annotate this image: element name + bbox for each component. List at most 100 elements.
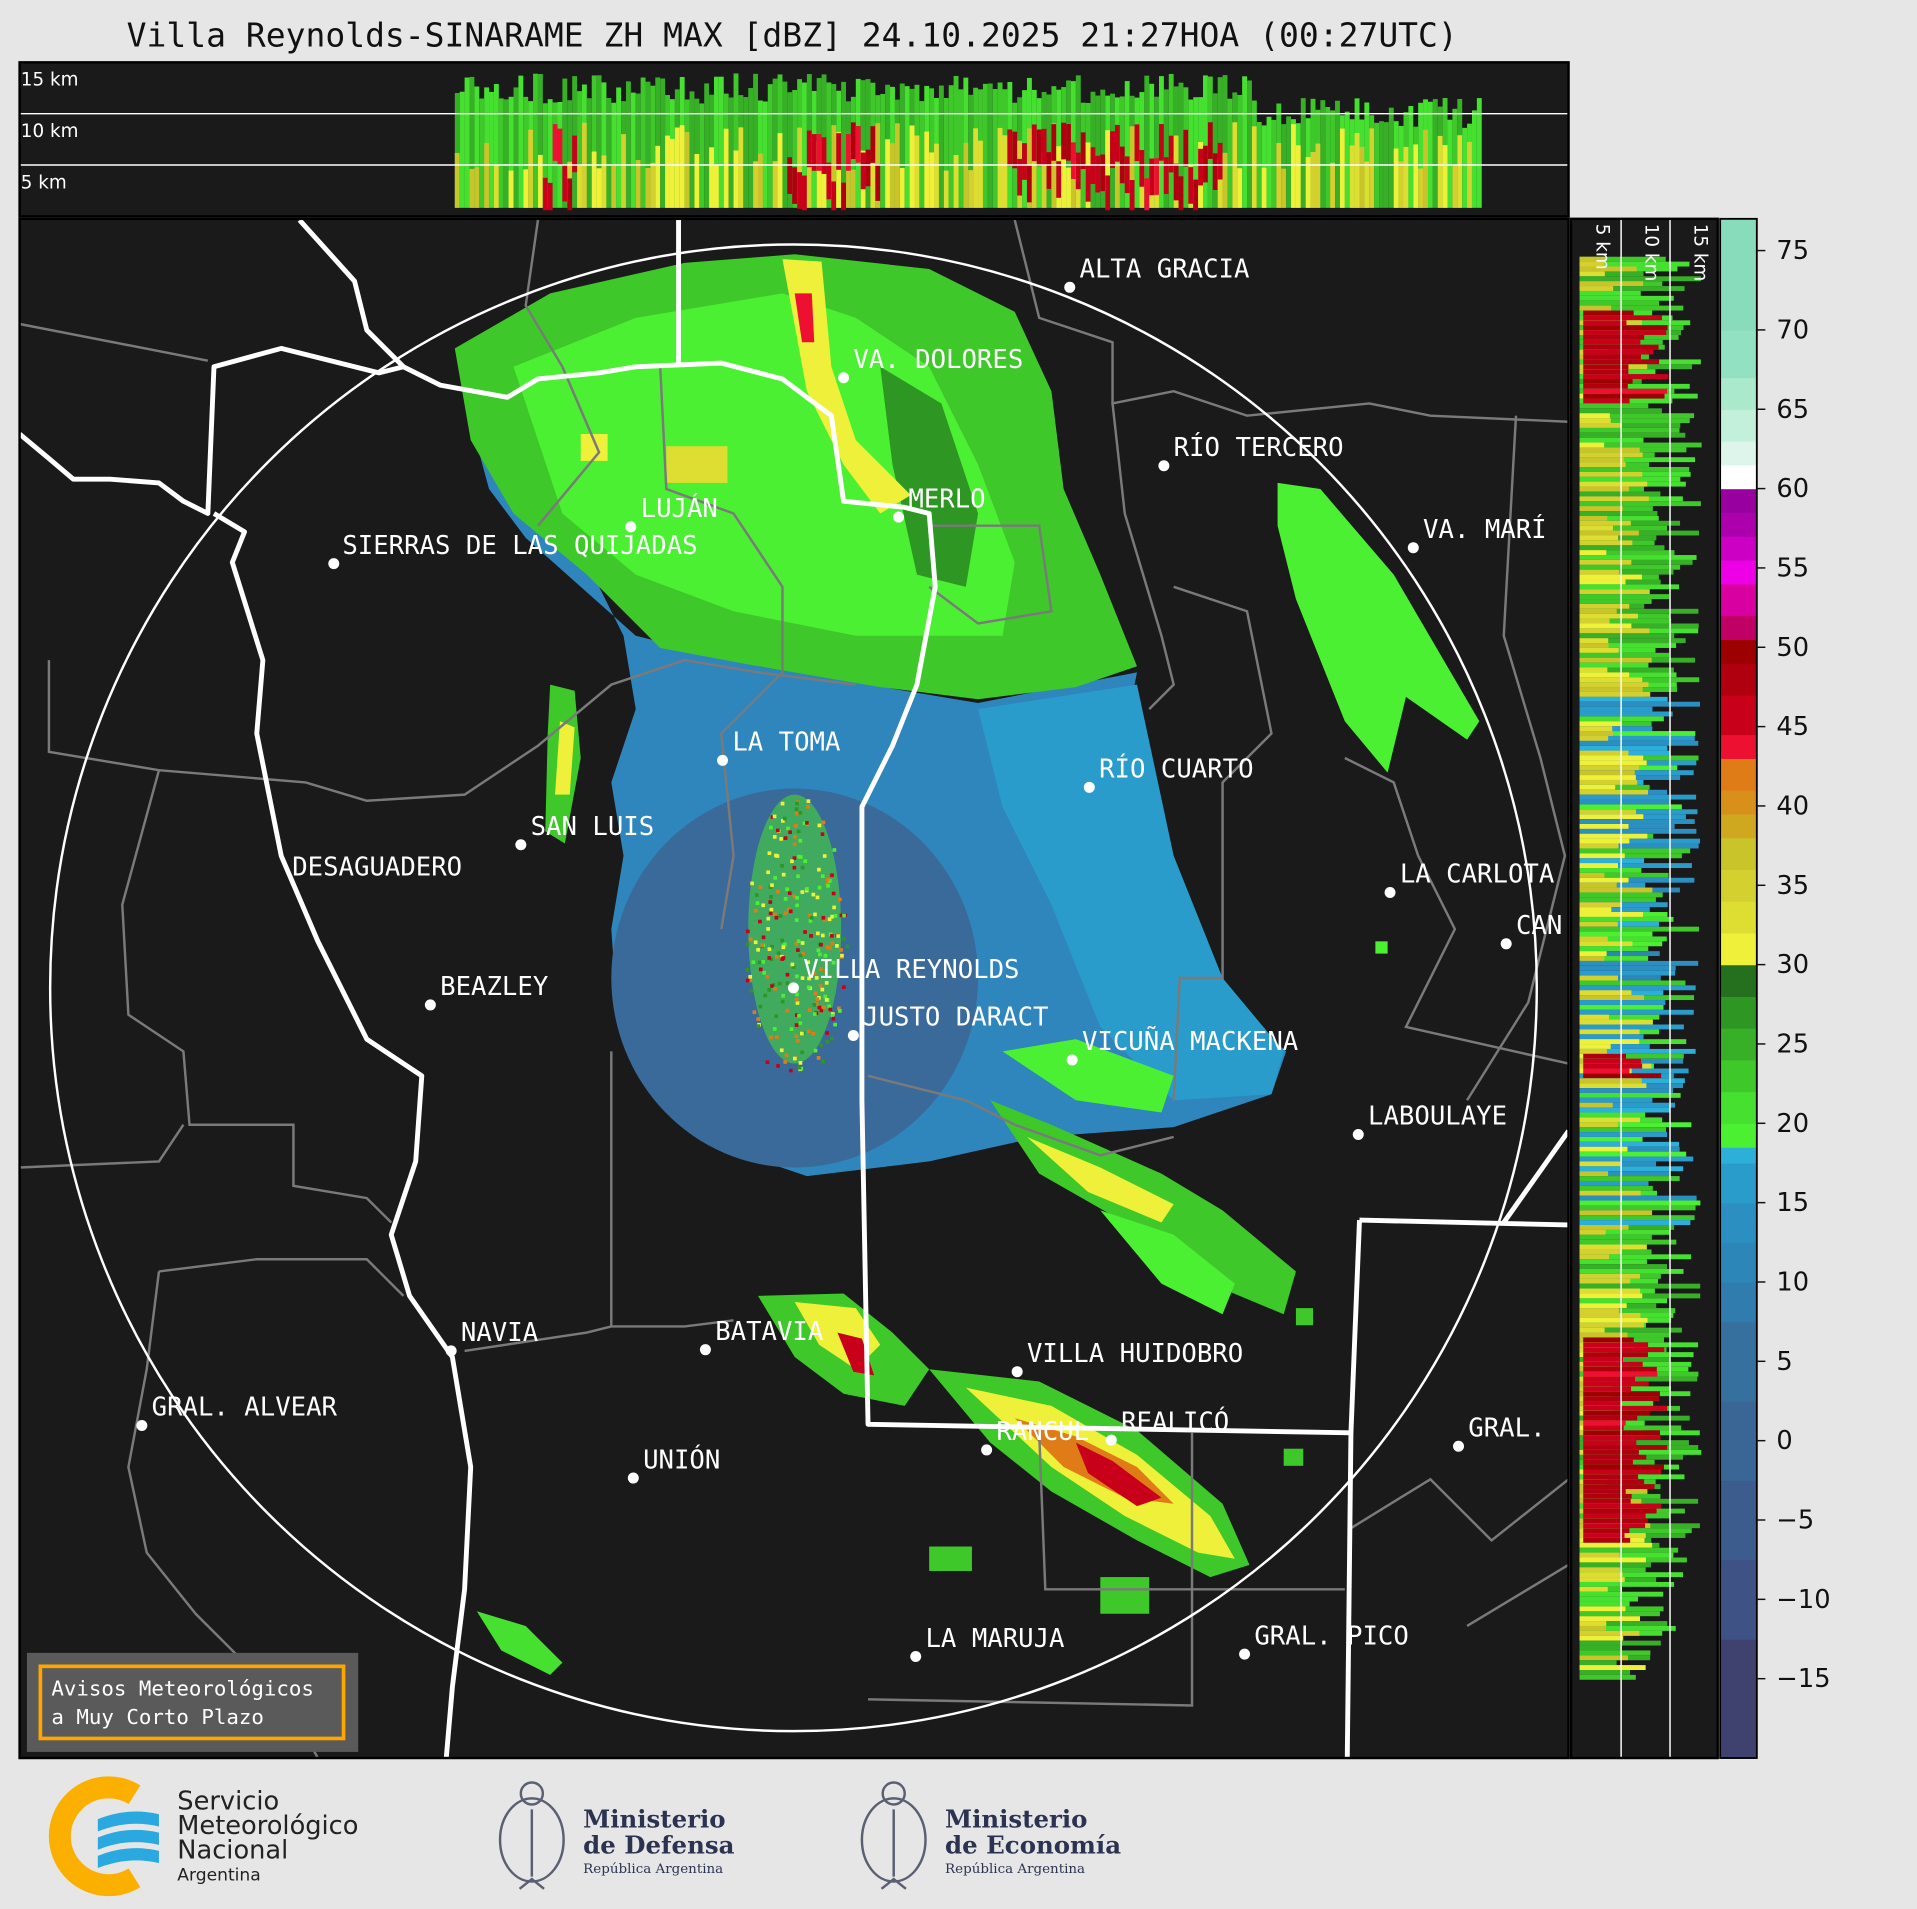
city-dot-icon xyxy=(1500,938,1512,950)
colorbar-band xyxy=(1720,1321,1757,1402)
colorbar-band xyxy=(1720,464,1757,490)
city-label: RANCUL xyxy=(996,1417,1089,1447)
colorbar-tick-label: 10 xyxy=(1776,1268,1809,1298)
height-label-5km-side: 5 km xyxy=(1592,224,1613,270)
defensa-line-2: de Defensa xyxy=(583,1830,734,1859)
smn-line-3: Nacional xyxy=(177,1835,288,1865)
city-label: SAN LUIS xyxy=(531,812,655,842)
colorbar-band xyxy=(1720,1480,1757,1561)
city-label: DESAGUADERO xyxy=(292,852,462,882)
city-label: BATAVIA xyxy=(715,1317,823,1347)
city-label: VA. MARÍ xyxy=(1423,513,1547,545)
city-dot-icon xyxy=(910,1651,922,1663)
city-marker: JUSTO DARACT xyxy=(847,1003,1049,1041)
city-marker: RÍO TERCERO xyxy=(1158,431,1344,472)
city-label: GRAL. PICO xyxy=(1254,1621,1408,1651)
colorbar-band xyxy=(1720,559,1757,585)
city-dot-icon xyxy=(847,1029,859,1041)
city-marker: REALICÓ xyxy=(1105,1405,1229,1446)
colorbar-tick-label: 70 xyxy=(1776,315,1809,345)
colorbar-band xyxy=(1720,1559,1757,1640)
province-borders xyxy=(19,218,1569,1759)
department-borders xyxy=(19,219,1569,1759)
economia-line-3: República Argentina xyxy=(945,1862,1085,1877)
colorbar-band xyxy=(1720,790,1757,815)
colorbar-band xyxy=(1720,377,1757,410)
city-label: GRAL. ALVEAR xyxy=(152,1393,338,1423)
colorbar-band xyxy=(1720,639,1757,664)
colorbar-band xyxy=(1720,1059,1757,1093)
page-title: Villa Reynolds-SINARAME ZH MAX [dBZ] 24.… xyxy=(127,15,1458,54)
height-label-15km-side: 15 km xyxy=(1689,224,1710,282)
defensa-logo: Ministerio de Defensa República Argentin… xyxy=(498,1781,735,1890)
economia-line-2: de Economía xyxy=(945,1830,1121,1859)
city-label: LA TOMA xyxy=(732,728,840,758)
colorbar-band xyxy=(1720,536,1757,561)
colorbar-band xyxy=(1720,583,1757,617)
range-ring xyxy=(48,243,1538,1733)
colorbar-band xyxy=(1720,615,1757,640)
city-dot-icon xyxy=(717,754,729,766)
city-dot-icon xyxy=(1352,1129,1364,1141)
city-label: VILLA HUIDOBRO xyxy=(1027,1339,1243,1369)
city-label: LABOULAYE xyxy=(1368,1102,1507,1132)
colorbar-band xyxy=(1720,1123,1757,1148)
city-marker: GRAL. ALVEAR xyxy=(136,1393,338,1431)
city-marker: LA TOMA xyxy=(717,728,840,766)
city-marker: CAN xyxy=(1500,911,1562,950)
colorbar-band xyxy=(1720,996,1757,1029)
city-label: ALTA GRACIA xyxy=(1080,255,1250,285)
colorbar-band xyxy=(1720,1028,1757,1061)
city-marker: NAVIA xyxy=(445,1318,538,1357)
city-marker: BATAVIA xyxy=(699,1317,823,1356)
colorbar-band xyxy=(1720,1147,1757,1164)
colorbar-band xyxy=(1720,932,1757,966)
city-dot-icon xyxy=(1407,542,1419,554)
warning-box-link[interactable]: Avisos Meteorológicos a Muy Corto Plazo xyxy=(26,1652,359,1752)
city-label: BEAZLEY xyxy=(440,972,548,1002)
colorbar-band xyxy=(1720,869,1757,902)
city-label: CAN xyxy=(1516,911,1562,941)
city-marker: VA. DOLORES xyxy=(838,345,1023,384)
colorbar-band xyxy=(1720,1162,1757,1204)
colorbar-tick-label: 25 xyxy=(1776,1030,1809,1060)
defensa-line-3: República Argentina xyxy=(583,1862,723,1877)
city-marker: RANCUL xyxy=(981,1417,1089,1456)
city-dot-icon xyxy=(981,1444,993,1456)
smn-line-4: Argentina xyxy=(177,1865,260,1885)
colorbar-band xyxy=(1720,329,1757,379)
city-marker: LUJÁN xyxy=(625,492,718,533)
city-label: VILLA REYNOLDS xyxy=(803,955,1019,985)
colorbar-band xyxy=(1720,1281,1757,1323)
colorbar-band xyxy=(1720,901,1757,934)
radar-map[interactable]: ALTA GRACIA VA. DOLORES RÍO TERCERO MERLO LU… xyxy=(18,217,1570,1760)
city-label: LA CARLOTA xyxy=(1400,860,1554,890)
colorbar-tick-label: 40 xyxy=(1776,792,1809,822)
city-marker: BEAZLEY xyxy=(424,972,548,1011)
city-dot-icon xyxy=(328,558,340,570)
city-label: NAVIA xyxy=(461,1318,538,1348)
colorbar-band xyxy=(1720,694,1757,736)
warning-line-1: Avisos Meteorológicos xyxy=(51,1677,314,1701)
city-label: LA MARUJA xyxy=(925,1624,1064,1654)
colorbar-band xyxy=(1720,734,1757,759)
colorbar-band xyxy=(1720,488,1757,514)
city-label: RÍO TERCERO xyxy=(1174,431,1344,463)
city-marker: GRAL. xyxy=(1453,1413,1546,1452)
city-dot-icon xyxy=(1083,781,1095,793)
colorbar-band xyxy=(1720,409,1757,442)
smn-line-1: Servicio xyxy=(177,1786,279,1816)
colorbar-band xyxy=(1720,1202,1757,1243)
city-dot-icon xyxy=(445,1345,457,1357)
city-label: JUSTO DARACT xyxy=(863,1003,1048,1033)
city-marker: SIERRAS DE LAS QUIJADAS xyxy=(328,531,698,570)
city-label: VA. DOLORES xyxy=(853,345,1023,375)
city-label: REALICÓ xyxy=(1121,1405,1229,1437)
coat-of-arms-icon xyxy=(498,1781,565,1890)
economia-line-1: Ministerio xyxy=(945,1805,1087,1834)
city-dot-icon xyxy=(1384,886,1396,898)
colorbar-band xyxy=(1720,512,1757,537)
top-cross-section: 15 km 10 km 5 km xyxy=(18,61,1570,218)
